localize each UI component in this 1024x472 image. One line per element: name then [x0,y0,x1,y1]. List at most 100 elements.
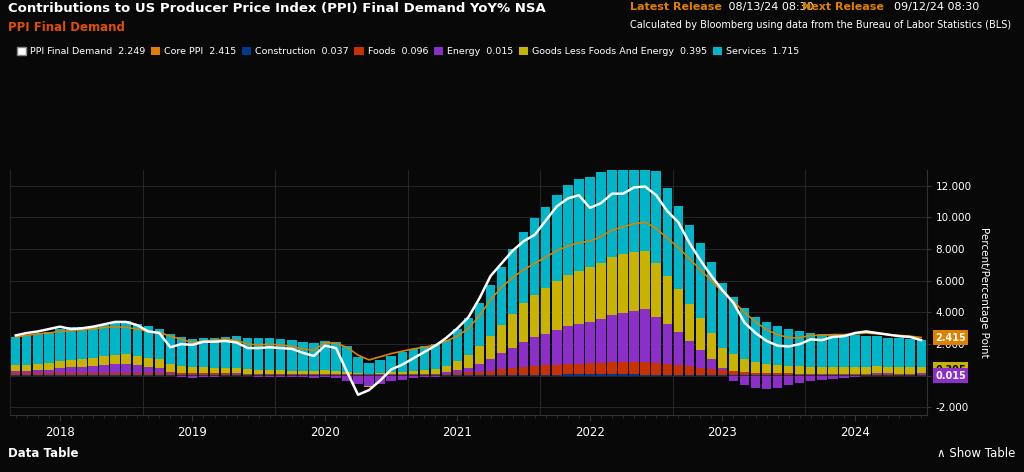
Bar [861,336,870,367]
Bar [840,335,849,367]
Text: Calculated by Bloomberg using data from the Bureau of Labor Statistics (BLS): Calculated by Bloomberg using data from … [630,20,1011,30]
Bar [397,376,407,380]
Bar [651,317,660,362]
Bar [795,366,805,373]
Bar [254,374,263,375]
Bar [828,335,838,367]
Bar [739,372,750,375]
Bar [67,367,76,373]
Bar [651,263,660,317]
Bar [817,367,826,374]
Bar [475,375,484,376]
Bar [243,369,252,374]
Bar [806,333,815,367]
Bar [640,309,650,362]
Bar [111,375,120,376]
Bar [287,371,297,374]
Bar [132,365,142,373]
Bar [784,375,794,376]
Bar [132,373,142,375]
Bar [916,375,926,376]
Bar [420,376,429,377]
Bar [905,375,914,376]
Bar [840,367,849,374]
Bar [453,370,462,373]
Bar [840,374,849,375]
Bar [630,362,639,374]
Bar [254,376,263,377]
Bar [309,376,318,378]
Bar [586,322,595,363]
Bar [729,371,738,375]
Bar [563,326,572,364]
Bar [552,281,561,330]
Bar [630,252,639,311]
Bar [817,374,826,375]
Bar [685,375,694,376]
Bar [386,374,396,375]
Bar [762,375,771,376]
Bar [376,374,385,375]
Bar [420,374,429,375]
Bar [508,368,517,375]
Text: 08/13/24 08:30: 08/13/24 08:30 [725,2,820,12]
Bar [685,304,694,341]
Bar [519,303,528,342]
Bar [265,375,274,376]
Bar [905,339,914,367]
Bar [365,376,374,386]
Bar [872,374,882,375]
Bar [221,337,230,368]
Bar [78,359,87,367]
Bar [718,375,727,376]
Bar [132,323,142,356]
Bar [143,367,153,373]
Text: 0.015: 0.015 [935,371,966,380]
Bar [386,376,396,381]
Bar [23,375,32,376]
Bar [695,368,706,375]
Bar [342,376,351,380]
Bar [122,363,131,373]
Bar [806,374,815,375]
Bar [287,374,297,375]
Bar [651,362,660,374]
Bar [78,367,87,373]
Bar [751,375,760,376]
Bar [795,376,805,383]
Bar [640,374,650,376]
Bar [309,375,318,376]
Bar [231,336,242,368]
Bar [762,321,771,363]
Bar [519,232,528,303]
Bar [916,367,926,373]
Bar [88,327,97,358]
Bar [409,375,418,376]
Bar [739,359,750,372]
Bar [431,344,440,369]
Bar [342,346,351,371]
Bar [122,354,131,363]
Bar [574,324,584,363]
Bar [475,303,484,346]
Bar [707,375,716,376]
Bar [497,354,506,369]
Bar [596,374,605,376]
Bar [574,374,584,376]
Bar [872,336,882,366]
Bar [541,207,551,288]
Bar [365,374,374,375]
Bar [916,374,926,375]
Bar [508,313,517,347]
Bar [695,350,706,368]
Bar [894,374,904,375]
Bar [199,338,208,367]
Bar [287,376,297,377]
Bar [751,373,760,375]
Bar [122,321,131,354]
Bar [298,376,307,377]
Bar [872,373,882,374]
Bar [221,373,230,375]
Bar [177,376,186,377]
Bar [23,336,32,365]
